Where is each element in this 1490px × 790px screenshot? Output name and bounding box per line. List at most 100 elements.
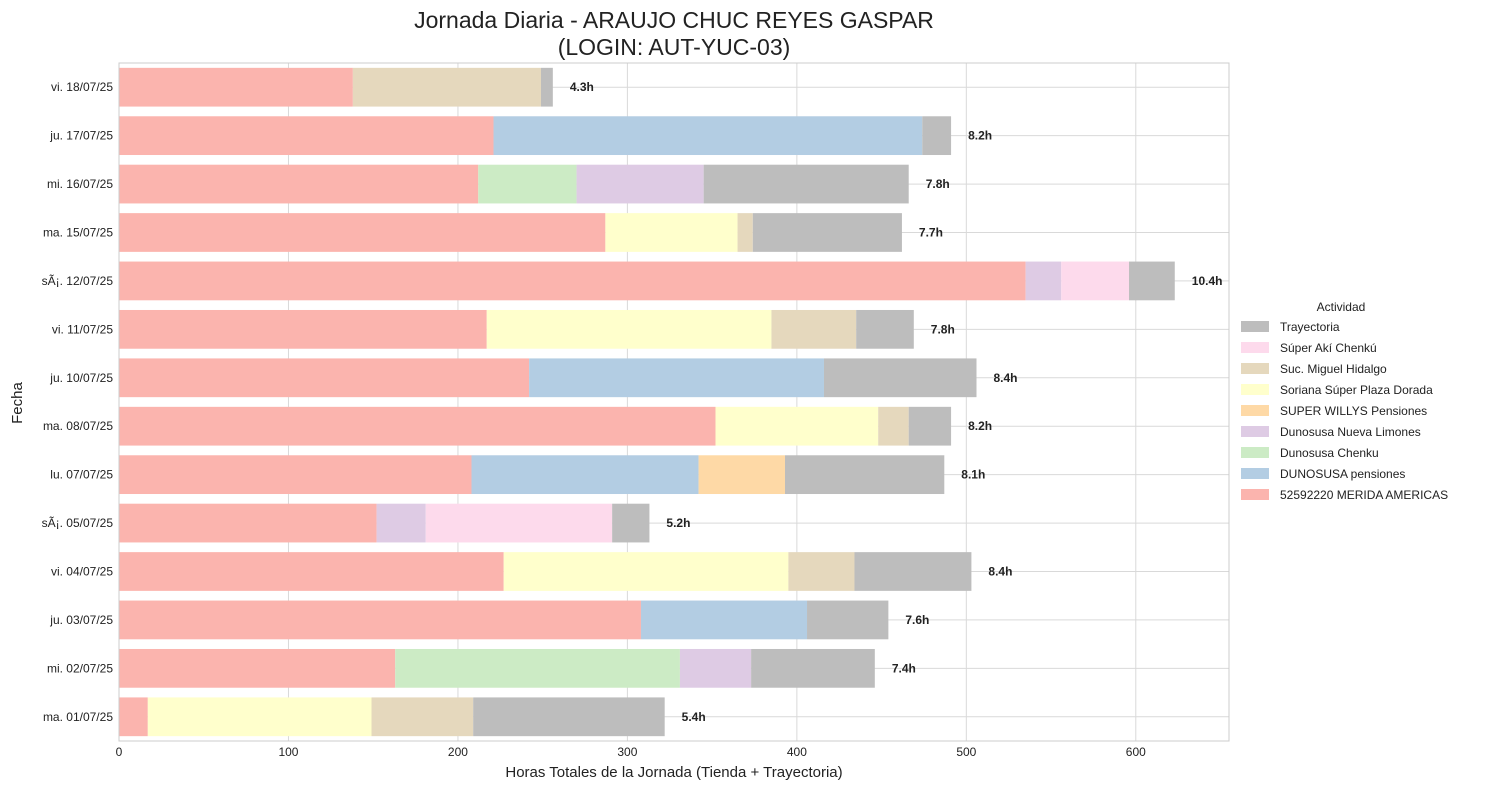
bar-total-label: 5.4h — [682, 710, 706, 724]
x-tick-label: 500 — [956, 745, 976, 759]
bar-segment — [119, 552, 504, 591]
bar-segment — [119, 455, 472, 495]
bar-segment — [540, 67, 553, 107]
bar-segment — [471, 455, 699, 495]
bar-segment — [119, 213, 606, 252]
bar-segment — [119, 358, 530, 398]
legend-swatch — [1241, 489, 1269, 500]
legend-swatch — [1241, 426, 1269, 437]
bar-segment — [698, 455, 785, 495]
y-axis-title: Fecha — [9, 382, 26, 424]
bar-segment — [119, 600, 641, 640]
bar-total-label: 7.4h — [892, 661, 916, 675]
bar-segment — [119, 503, 377, 543]
y-tick-label: ma. 15/07/25 — [43, 226, 113, 240]
bar-segment — [640, 600, 808, 640]
bars — [119, 67, 1175, 737]
x-tick-label: 0 — [116, 745, 123, 759]
y-tick-label: lu. 07/07/25 — [50, 468, 113, 482]
bar-segment — [752, 213, 902, 252]
bar-segment — [715, 406, 879, 446]
y-tick-label: ma. 08/07/25 — [43, 419, 113, 433]
bar-segment — [854, 552, 972, 591]
y-tick-label: sÃ¡. 12/07/25 — [42, 274, 114, 288]
bar-segment — [371, 697, 474, 737]
bar-segment — [1061, 261, 1130, 301]
bar-total-label: 8.1h — [961, 468, 985, 482]
bar-segment — [576, 164, 704, 204]
bar-total-label: 8.4h — [988, 565, 1012, 579]
bar-segment — [478, 164, 577, 204]
bar-segment — [922, 116, 952, 156]
y-tick-label: sÃ¡. 05/07/25 — [42, 516, 114, 530]
legend-title: Actividad — [1317, 300, 1366, 314]
bar-segment — [771, 309, 857, 349]
bar-segment — [395, 648, 680, 688]
bar-total-label: 8.4h — [993, 371, 1017, 385]
y-tick-label: vi. 18/07/25 — [51, 80, 113, 94]
bar-total-label: 10.4h — [1192, 274, 1223, 288]
bar-segment — [612, 503, 650, 543]
bar-segment — [119, 164, 479, 204]
bar-segment — [908, 406, 952, 446]
bar-total-label: 4.3h — [570, 80, 594, 94]
bar-segment — [1025, 261, 1062, 301]
y-tick-label: vi. 11/07/25 — [52, 322, 113, 336]
bar-segment — [425, 503, 613, 543]
legend-swatch — [1241, 342, 1269, 353]
bar-segment — [352, 67, 541, 107]
total-labels: 4.3h 8.2h 7.8h 7.7h 10.4h 7.8h 8.4h 8.2h 8.1h 5.2… — [570, 80, 1223, 724]
x-tick-label: 300 — [617, 745, 637, 759]
bar-segment — [503, 552, 789, 591]
bar-segment — [486, 309, 772, 349]
bar-total-label: 7.7h — [919, 226, 943, 240]
y-tick-label: ju. 17/07/25 — [49, 129, 113, 143]
bar-segment — [605, 213, 738, 252]
legend-swatch — [1241, 321, 1269, 332]
bar-segment — [119, 309, 487, 349]
y-tick-label: vi. 04/07/25 — [51, 565, 113, 579]
bar-segment — [376, 503, 426, 543]
legend-label: SUPER WILLYS Pensiones — [1280, 404, 1427, 418]
x-tick-label: 400 — [787, 745, 807, 759]
bar-total-label: 5.2h — [666, 516, 690, 530]
legend-swatch — [1241, 384, 1269, 395]
bar-segment — [807, 600, 889, 640]
x-tick-label: 100 — [278, 745, 298, 759]
legend-swatch — [1241, 405, 1269, 416]
bar-segment — [473, 697, 665, 737]
bar-segment — [788, 552, 855, 591]
bar-segment — [1129, 261, 1175, 301]
x-axis-title: Horas Totales de la Jornada (Tienda + Tr… — [505, 764, 842, 781]
bar-segment — [703, 164, 909, 204]
y-tick-label: ju. 10/07/25 — [49, 371, 113, 385]
legend-label: 52592220 MERIDA AMERICAS — [1280, 488, 1448, 502]
bar-segment — [856, 309, 914, 349]
legend-label: Trayectoria — [1280, 320, 1340, 334]
chart-title-line2: (LOGIN: AUT-YUC-03) — [558, 34, 791, 60]
chart-title-line1: Jornada Diaria - ARAUJO CHUC REYES GASPA… — [414, 7, 934, 33]
legend-swatch — [1241, 468, 1269, 479]
legend-label: Dunosusa Nueva Limones — [1280, 425, 1421, 439]
bar-total-label: 7.6h — [905, 613, 929, 627]
bar-segment — [119, 67, 353, 107]
bar-segment — [119, 406, 716, 446]
bar-segment — [119, 648, 396, 688]
bar-segment — [493, 116, 923, 156]
legend-label: Soriana Súper Plaza Dorada — [1280, 383, 1433, 397]
axes: 0 100 200 300 400 500 600 vi. 18/07/25 ju. 17/07… — [42, 62, 1230, 759]
bar-segment — [878, 406, 909, 446]
bar-segment — [823, 358, 977, 398]
x-tick-label: 200 — [448, 745, 468, 759]
x-tick-label: 600 — [1126, 745, 1146, 759]
legend-label: Suc. Miguel Hidalgo — [1280, 362, 1387, 376]
y-tick-label: mi. 02/07/25 — [47, 661, 113, 675]
y-tick-label: ma. 01/07/25 — [43, 710, 113, 724]
bar-segment — [119, 261, 1026, 301]
bar-segment — [785, 455, 945, 495]
y-tick-label: mi. 16/07/25 — [47, 177, 113, 191]
bar-segment — [679, 648, 752, 688]
bar-total-label: 8.2h — [968, 419, 992, 433]
legend-swatch — [1241, 447, 1269, 458]
